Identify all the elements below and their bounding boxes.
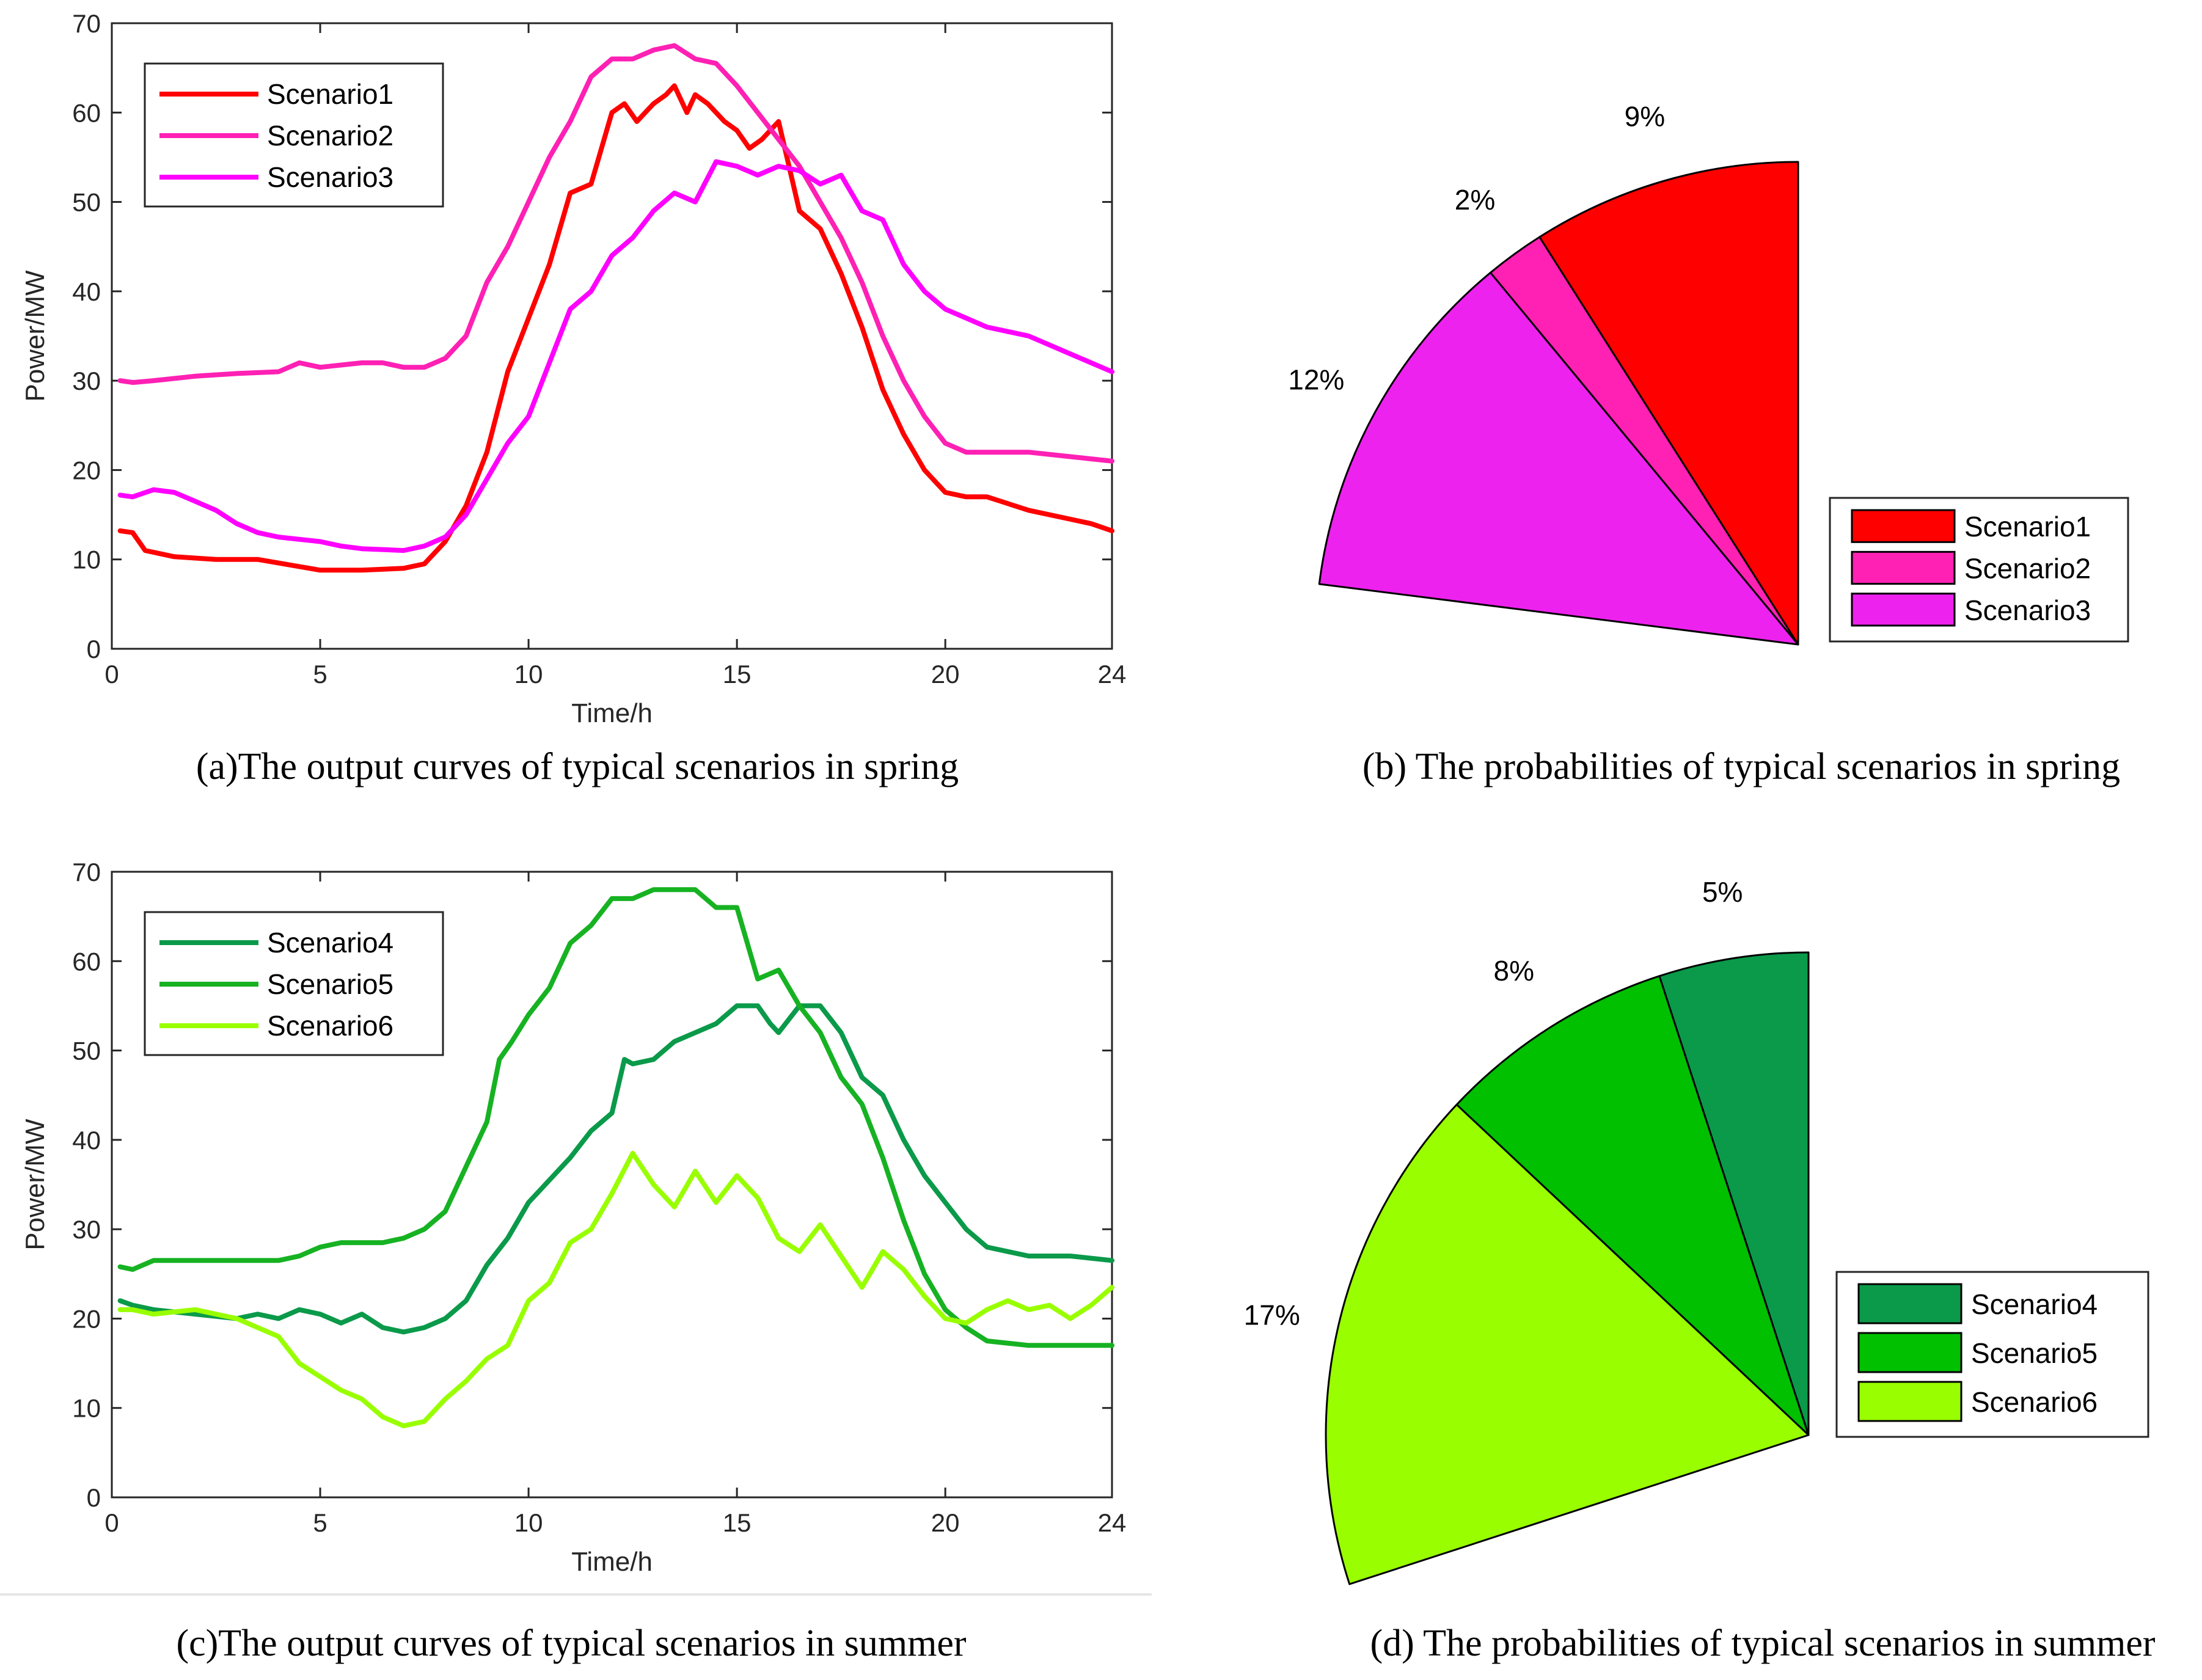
legend-entry: Scenario1 (1964, 511, 2091, 542)
pie-slice-scenario5 (1455, 975, 1810, 1436)
x-tick-label: 0 (104, 660, 119, 688)
pie-label-scenario2: 2% (1455, 184, 1495, 216)
pie-slice-scenario4 (1658, 951, 1810, 1436)
x-tick-label: 20 (931, 660, 960, 688)
x-tick-label: 15 (723, 660, 752, 688)
legend-box (144, 62, 444, 208)
series-line-scenario6 (117, 1150, 1114, 1428)
series-line-scenario3 (117, 159, 1114, 553)
y-tick-label: 40 (72, 277, 101, 306)
y-tick-label: 10 (72, 546, 101, 574)
caption-a: (a)The output curves of typical scenario… (196, 746, 959, 787)
series-line-scenario2 (117, 43, 1114, 464)
legend-swatch (1857, 1332, 1962, 1373)
series-line-scenario4 (117, 1003, 1114, 1335)
panel-d-pie-chart: 5% 8% 17% Scenario4 Scenario5 Scenario6 (1244, 876, 2149, 1585)
y-axis-label: Power/MW (20, 270, 50, 402)
legend-entry: Scenario4 (1971, 1288, 2098, 1320)
y-tick-label: 50 (72, 1037, 101, 1065)
x-tick-label: 5 (313, 660, 327, 688)
x-axis-label: Time/h (571, 1547, 653, 1577)
panel-c-line-chart: 0 5 10 15 20 24 0 10 20 30 40 50 60 70 Time/h Power/MW S… (20, 858, 1126, 1577)
x-tick-label: 5 (313, 1508, 327, 1537)
legend-entry: Scenario3 (267, 161, 393, 193)
y-tick-label: 10 (72, 1394, 101, 1423)
panel-a-line-chart: 0 5 10 15 20 24 0 10 20 30 40 50 60 70 Time/h Power/MW S… (20, 9, 1126, 728)
legend-entry: Scenario2 (1964, 553, 2091, 585)
y-axis-label: Power/MW (20, 1119, 50, 1251)
x-tick-label: 15 (723, 1508, 752, 1537)
y-tick-label: 0 (87, 635, 101, 663)
caption-c: (c)The output curves of typical scenario… (177, 1623, 967, 1664)
y-tick-label: 50 (72, 188, 101, 217)
y-tick-label: 70 (72, 858, 101, 886)
pie-label-scenario1: 9% (1625, 101, 1665, 133)
caption-b: (b) The probabilities of typical scenari… (1363, 746, 2120, 787)
legend-entry: Scenario4 (267, 927, 393, 959)
caption-d: (d) The probabilities of typical scenari… (1370, 1623, 2155, 1664)
legend-swatch (1857, 1283, 1962, 1324)
pie-slice-scenario1 (1538, 161, 1799, 646)
x-tick-label: 10 (514, 1508, 543, 1537)
legend-entry: Scenario2 (267, 120, 393, 152)
x-tick-label: 10 (514, 660, 543, 688)
pie-slice-scenario3 (1318, 271, 1799, 646)
legend-entry: Scenario6 (267, 1010, 393, 1042)
pie-slice-scenario6 (1325, 1103, 1810, 1585)
pie-label-scenario3: 12% (1288, 363, 1344, 395)
legend-entry: Scenario3 (1964, 594, 2091, 626)
y-tick-label: 30 (72, 367, 101, 395)
x-tick-label: 24 (1098, 1508, 1127, 1537)
legend-entry: Scenario1 (267, 78, 393, 110)
x-tick-label: 20 (931, 1508, 960, 1537)
y-tick-label: 70 (72, 9, 101, 38)
legend-swatch (1851, 550, 1956, 585)
legend-swatch (1851, 509, 1956, 543)
y-tick-label: 0 (87, 1483, 101, 1512)
x-tick-label: 0 (104, 1508, 119, 1537)
panel-b-pie-chart: 9% 2% 12% Scenario1 Scenario2 Scenario3 (1288, 101, 2129, 646)
pie-label-scenario4: 5% (1702, 876, 1743, 908)
y-tick-label: 60 (72, 98, 101, 127)
y-tick-label: 30 (72, 1215, 101, 1244)
pie-label-scenario6: 17% (1244, 1299, 1300, 1331)
series-line-scenario1 (117, 83, 1114, 573)
series-line-scenario5 (117, 887, 1114, 1348)
legend-entry: Scenario5 (1971, 1337, 2098, 1369)
legend-swatch (1857, 1381, 1962, 1422)
y-tick-label: 20 (72, 456, 101, 484)
y-tick-label: 20 (72, 1304, 101, 1333)
x-tick-label: 24 (1098, 660, 1127, 688)
legend-entry: Scenario5 (267, 968, 393, 1000)
pie-label-scenario5: 8% (1494, 955, 1534, 987)
legend-entry: Scenario6 (1971, 1386, 2098, 1418)
legend-swatch (1851, 593, 1956, 627)
y-tick-label: 60 (72, 947, 101, 976)
y-tick-label: 40 (72, 1126, 101, 1155)
x-axis-label: Time/h (571, 698, 653, 728)
